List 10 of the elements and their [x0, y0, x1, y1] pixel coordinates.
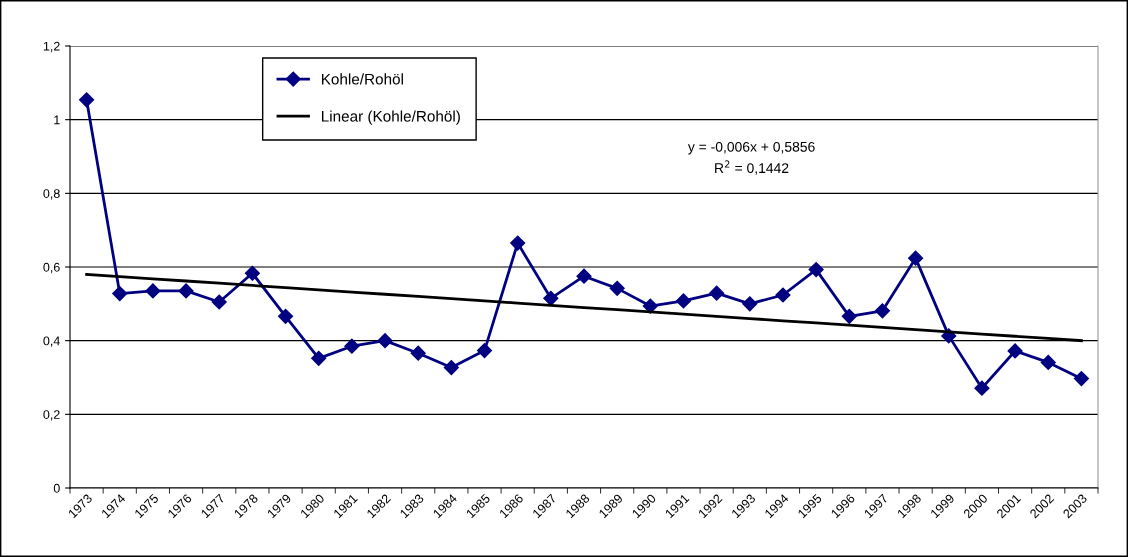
- y-tick-label: 0,8: [43, 189, 60, 200]
- y-tick-label: 1,2: [43, 41, 60, 53]
- y-tick-label: 0,4: [43, 336, 60, 347]
- y-tick-label: 0,2: [43, 410, 60, 421]
- y-tick-label: 1: [54, 115, 60, 125]
- y-tick-label: 0,6: [43, 262, 60, 274]
- legend-label: Linear (Kohle/Rohöl): [321, 110, 460, 125]
- legend-label: Kohle/Rohöl: [321, 73, 403, 85]
- annotation: y = -0,006x + 0,5856 R$^{2}$ = 0,1442: [687, 141, 815, 175]
- y-tick-label: 0: [53, 483, 60, 493]
